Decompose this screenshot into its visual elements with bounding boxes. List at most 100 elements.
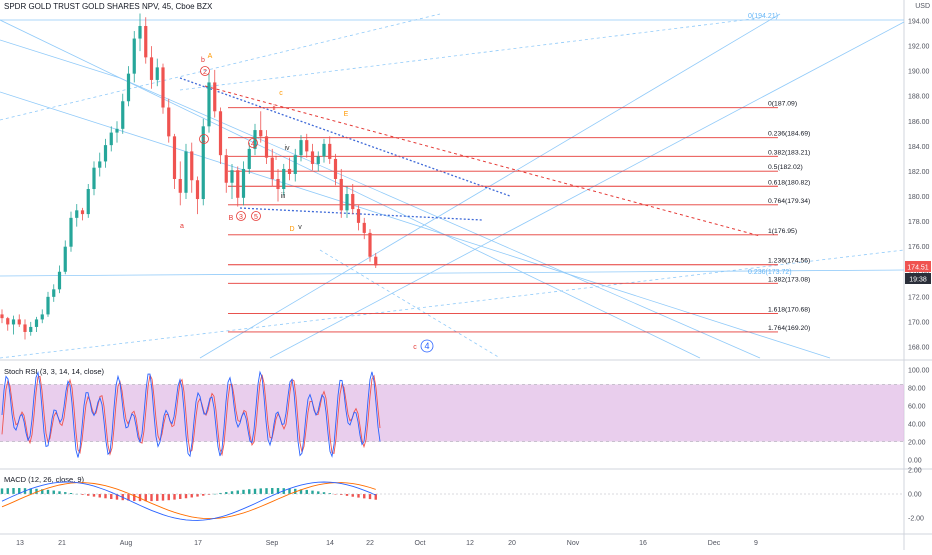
candles-group[interactable] (0, 13, 378, 340)
candle-body (264, 136, 269, 158)
candle-body (356, 209, 361, 223)
stoch-axis: 100.00 80.00 60.00 40.00 20.00 0.00 (908, 368, 930, 465)
macd-histogram-bar (357, 494, 360, 498)
dashed-fan-line (319, 249, 501, 359)
macd-histogram-bar (156, 494, 159, 501)
macd-histogram-bar (58, 491, 61, 494)
wave-label: A (208, 53, 213, 60)
macd-histogram-bar (115, 494, 119, 500)
wave-label: 3 (239, 214, 243, 221)
candle-body (6, 318, 10, 325)
macd-histogram-bar (110, 494, 113, 500)
candle-body (333, 158, 338, 179)
macd-histogram-bar (46, 489, 50, 494)
macd-histogram-bar (253, 488, 257, 494)
candle-body (293, 155, 297, 174)
macd-histogram-bar (179, 494, 182, 499)
candle-body (115, 128, 119, 133)
candle-body (144, 26, 148, 58)
macd-histogram-bar (317, 491, 320, 494)
candle-body (201, 126, 205, 200)
candle-body (218, 111, 223, 156)
candle-body (368, 232, 372, 257)
candle-body (287, 168, 292, 174)
time-tick-label: Nov (567, 540, 580, 547)
macd-histogram-bar (161, 494, 165, 501)
macd-histogram-bar (196, 494, 199, 497)
wave-label: a (180, 223, 184, 230)
time-tick-label: 14 (326, 540, 334, 547)
stoch-tick-label: 60.00 (908, 404, 926, 411)
price-tick-label: 168.00 (908, 345, 930, 352)
time-axis[interactable]: 13 21 Aug 17 Sep 14 22 Oct 12 20 Nov 16 Dec 9 (16, 540, 758, 547)
macd-histogram-bar (219, 492, 222, 494)
macd-tick-label: 0.00 (908, 492, 922, 499)
last-price-badge (905, 261, 931, 272)
stoch-band (0, 384, 904, 442)
candle-body (374, 256, 378, 266)
wave-label: 1 (202, 137, 206, 144)
macd-histogram-bar (207, 494, 211, 495)
fib-retracement[interactable]: 0(187.09) 0.236(184.69) 0.382(183.21) 0.5(1… (228, 101, 810, 333)
candle-body (29, 326, 33, 332)
currency-label: USD (915, 3, 930, 10)
candle-body (23, 324, 27, 332)
price-tick-label: 190.00 (908, 69, 930, 76)
time-tick-label: Sep (266, 540, 279, 547)
macd-histogram-bar (340, 494, 343, 495)
macd-histogram-bar (98, 494, 101, 498)
macd-histogram-bar (35, 488, 38, 494)
macd-tick-label: -2.00 (908, 516, 924, 523)
price-tick-label: 180.00 (908, 194, 930, 201)
candle-body (259, 130, 263, 137)
macd-histogram-bar (18, 488, 21, 494)
channel-line (0, 19, 701, 359)
wave-label: 5 (254, 214, 258, 221)
candle-body (155, 67, 159, 80)
last-price-value: 174.51 (907, 265, 929, 272)
candle-body (0, 314, 4, 319)
candle-body (253, 130, 257, 149)
macd-histogram-bar (184, 494, 188, 499)
candle-body (34, 319, 39, 327)
macd-histogram-bar (271, 488, 274, 494)
macd-histogram-bar (173, 494, 176, 500)
candle-body (322, 143, 326, 157)
stoch-tick-label: 40.00 (908, 422, 926, 429)
fib-level-label: 1.236(174.56) (768, 258, 810, 265)
price-tick-label: 194.00 (908, 19, 930, 26)
price-tick-label: 188.00 (908, 94, 930, 101)
candle-body (247, 148, 251, 169)
candle-body (132, 38, 136, 74)
macd-lines (0, 481, 377, 521)
macd-histogram-bar (363, 494, 366, 499)
macd-panel[interactable] (0, 471, 904, 532)
candle-body (351, 194, 355, 210)
macd-histogram-bar (374, 494, 377, 500)
candle-body (138, 26, 142, 39)
candle-body (276, 178, 280, 190)
time-tick-label: 22 (366, 540, 374, 547)
wave-label: 2 (203, 69, 207, 76)
macd-histogram-bar (92, 494, 96, 497)
macd-line (1, 481, 376, 521)
candle-body (80, 210, 85, 215)
candle-body (121, 101, 125, 129)
candle-body (40, 314, 44, 320)
time-tick-label: 13 (16, 540, 24, 547)
macd-histogram-bar (294, 488, 297, 494)
macd-histogram-bar (345, 494, 349, 496)
macd-histogram-bar (87, 494, 90, 496)
price-axis[interactable]: 194.00 192.00 190.00 188.00 186.00 184.00 182.… (908, 19, 930, 352)
candle-body (11, 319, 16, 325)
wave-label: i (275, 155, 277, 162)
macd-histogram-bar (276, 488, 280, 494)
wave-label: v (298, 224, 302, 231)
candle-body (190, 151, 194, 181)
wave-circle (251, 211, 261, 221)
macd-histogram-bar (64, 492, 67, 494)
wave-circle (200, 66, 210, 76)
candle-body (316, 156, 320, 164)
wave-circle (248, 138, 258, 148)
